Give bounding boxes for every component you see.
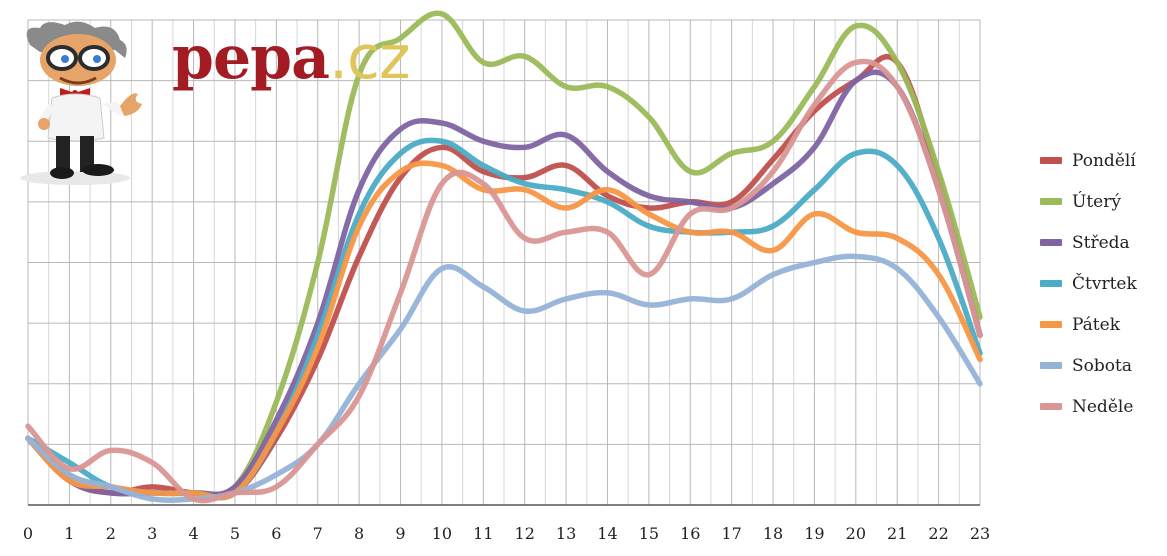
x-tick-label: 4 [188, 524, 198, 543]
legend-item: Sobota [1040, 345, 1137, 386]
legend-label: Neděle [1072, 396, 1134, 417]
x-tick-label: 12 [515, 524, 535, 543]
x-tick-label: 21 [887, 524, 907, 543]
site-logo[interactable]: pepa.cz [20, 20, 420, 190]
legend-label: Středa [1072, 232, 1130, 253]
x-tick-label: 6 [271, 524, 281, 543]
legend-label: Úterý [1072, 191, 1121, 212]
logo-name: pepa [172, 23, 330, 93]
chart-series-group [25, 10, 983, 504]
x-axis-tick-labels: 0 1 2 3 4 5 6 7 8 9 10 11 12 13 14 15 16 17 18 19 20 21 22 23 [23, 524, 990, 543]
legend-swatch [1040, 239, 1062, 246]
x-tick-label: 18 [763, 524, 783, 543]
logo-wordmark: pepa.cz [172, 28, 411, 88]
legend-swatch [1040, 198, 1062, 205]
x-tick-label: 16 [680, 524, 700, 543]
x-tick-label: 17 [721, 524, 741, 543]
x-tick-label: 0 [23, 524, 33, 543]
x-tick-label: 19 [804, 524, 824, 543]
legend-label: Sobota [1072, 355, 1132, 376]
x-tick-label: 8 [354, 524, 364, 543]
x-tick-label: 15 [639, 524, 659, 543]
x-tick-label: 20 [846, 524, 866, 543]
legend-item: Úterý [1040, 181, 1137, 222]
x-tick-label: 9 [395, 524, 405, 543]
chart-legend: Pondělí Úterý Středa Čtvrtek Pátek Sobota Nedě… [1040, 140, 1137, 427]
legend-label: Pátek [1072, 314, 1121, 335]
x-tick-label: 1 [64, 524, 74, 543]
legend-label: Čtvrtek [1072, 273, 1137, 294]
x-tick-label: 11 [473, 524, 493, 543]
legend-swatch [1040, 403, 1062, 410]
logo-tld: .cz [328, 23, 411, 93]
x-tick-label: 2 [106, 524, 116, 543]
series-line [25, 58, 983, 504]
x-tick-label: 22 [928, 524, 948, 543]
legend-swatch [1040, 157, 1062, 164]
legend-item: Středa [1040, 222, 1137, 263]
legend-label: Pondělí [1072, 150, 1136, 171]
x-tick-label: 23 [970, 524, 990, 543]
cartoon-professor-mascot-icon [20, 21, 142, 185]
x-tick-label: 13 [556, 524, 576, 543]
x-tick-label: 7 [313, 524, 323, 543]
x-tick-label: 14 [597, 524, 617, 543]
x-tick-label: 10 [432, 524, 452, 543]
x-tick-label: 5 [230, 524, 240, 543]
legend-swatch [1040, 280, 1062, 287]
legend-swatch [1040, 362, 1062, 369]
x-tick-label: 3 [147, 524, 157, 543]
legend-item: Pátek [1040, 304, 1137, 345]
legend-item: Čtvrtek [1040, 263, 1137, 304]
legend-item: Neděle [1040, 386, 1137, 427]
legend-item: Pondělí [1040, 140, 1137, 181]
legend-swatch [1040, 321, 1062, 328]
